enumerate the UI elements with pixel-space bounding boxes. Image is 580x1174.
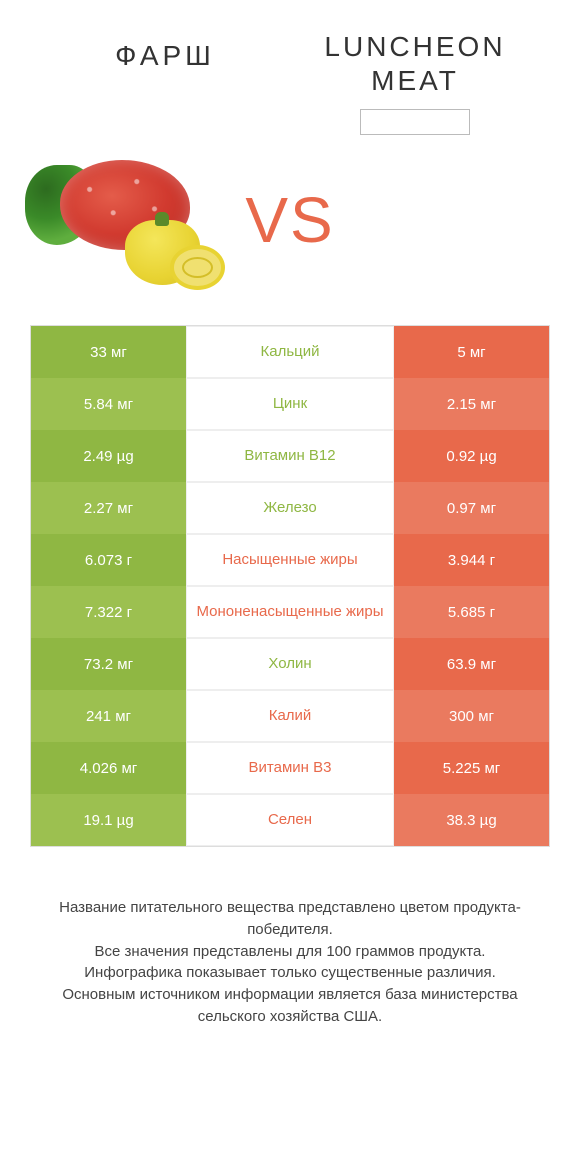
table-row: 73.2 мгХолин63.9 мг xyxy=(31,638,549,690)
left-value: 4.026 мг xyxy=(31,742,186,794)
table-row: 19.1 µgСелен38.3 µg xyxy=(31,794,549,846)
footnotes: Название питательного вещества представл… xyxy=(30,897,550,1028)
table-row: 6.073 гНасыщенные жиры3.944 г xyxy=(31,534,549,586)
left-value: 7.322 г xyxy=(31,586,186,638)
footnote-line: Основным источником информации является … xyxy=(30,984,550,1028)
nutrient-label: Мононенасыщенные жиры xyxy=(186,586,394,638)
vs-row: VS xyxy=(0,145,580,325)
nutrient-label: Витамин B3 xyxy=(186,742,394,794)
comparison-table: 33 мгКальций5 мг5.84 мгЦинк2.15 мг2.49 µ… xyxy=(30,325,550,847)
nutrient-label: Цинк xyxy=(186,378,394,430)
right-value: 3.944 г xyxy=(394,534,549,586)
table-row: 5.84 мгЦинк2.15 мг xyxy=(31,378,549,430)
left-value: 2.49 µg xyxy=(31,430,186,482)
product-right-title: LUNCHEON MEAT xyxy=(290,30,540,97)
right-value: 2.15 мг xyxy=(394,378,549,430)
right-value: 5.685 г xyxy=(394,586,549,638)
nutrient-label: Холин xyxy=(186,638,394,690)
table-row: 7.322 гМононенасыщенные жиры5.685 г xyxy=(31,586,549,638)
table-row: 241 мгКалий300 мг xyxy=(31,690,549,742)
left-value: 241 мг xyxy=(31,690,186,742)
nutrient-label: Насыщенные жиры xyxy=(186,534,394,586)
vs-label: VS xyxy=(245,183,334,257)
nutrient-label: Витамин B12 xyxy=(186,430,394,482)
footnote-line: Название питательного вещества представл… xyxy=(30,897,550,941)
product-right-block: LUNCHEON MEAT xyxy=(290,30,540,135)
nutrient-label: Железо xyxy=(186,482,394,534)
nutrient-label: Селен xyxy=(186,794,394,846)
right-value: 0.92 µg xyxy=(394,430,549,482)
nutrient-label: Кальций xyxy=(186,326,394,378)
left-value: 6.073 г xyxy=(31,534,186,586)
left-value: 5.84 мг xyxy=(31,378,186,430)
nutrient-label: Калий xyxy=(186,690,394,742)
left-value: 73.2 мг xyxy=(31,638,186,690)
table-row: 33 мгКальций5 мг xyxy=(31,326,549,378)
pepper-slice-icon xyxy=(170,245,225,290)
left-value: 2.27 мг xyxy=(31,482,186,534)
right-value: 5 мг xyxy=(394,326,549,378)
right-value: 38.3 µg xyxy=(394,794,549,846)
right-image-placeholder xyxy=(360,109,470,135)
footnote-line: Инфографика показывает только существенн… xyxy=(30,962,550,984)
table-row: 2.27 мгЖелезо0.97 мг xyxy=(31,482,549,534)
right-value: 0.97 мг xyxy=(394,482,549,534)
footnote-line: Все значения представлены для 100 граммо… xyxy=(30,941,550,963)
product-left-image xyxy=(25,155,225,285)
left-value: 19.1 µg xyxy=(31,794,186,846)
header: ФАРШ LUNCHEON MEAT xyxy=(0,0,580,145)
left-value: 33 мг xyxy=(31,326,186,378)
product-left-title: ФАРШ xyxy=(40,30,290,72)
right-value: 63.9 мг xyxy=(394,638,549,690)
table-row: 4.026 мгВитамин B35.225 мг xyxy=(31,742,549,794)
right-value: 300 мг xyxy=(394,690,549,742)
right-value: 5.225 мг xyxy=(394,742,549,794)
table-row: 2.49 µgВитамин B120.92 µg xyxy=(31,430,549,482)
